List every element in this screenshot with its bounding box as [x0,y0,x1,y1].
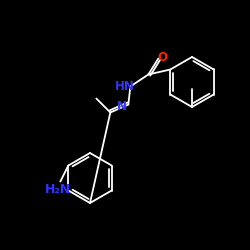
Text: N: N [117,100,127,113]
Text: H₂N: H₂N [45,183,72,196]
Text: HN: HN [114,80,134,93]
Text: O: O [157,51,167,64]
